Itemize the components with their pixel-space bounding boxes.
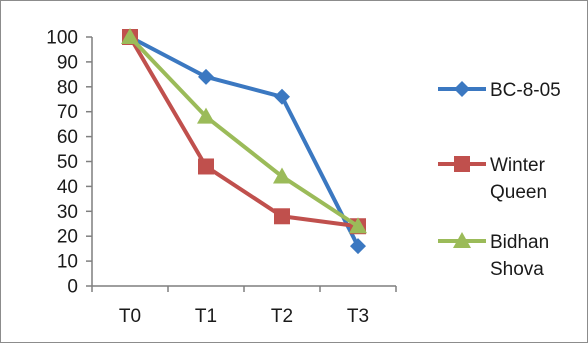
series-line-bidhan-shova bbox=[128, 35, 360, 229]
series-winter-queen bbox=[122, 29, 366, 235]
data-point-winter-queen bbox=[274, 208, 290, 225]
legend-marker bbox=[453, 232, 471, 248]
legend-label: Winter bbox=[490, 155, 546, 176]
legend-label: BC-8-05 bbox=[490, 80, 561, 101]
series-line-winter-queen bbox=[128, 35, 360, 229]
y-tick-label: 80 bbox=[57, 77, 78, 98]
legend-item-bidhan-shova: Bidhan Shova bbox=[438, 232, 549, 280]
data-point-bc-8-05 bbox=[274, 88, 290, 105]
data-point-bc-8-05 bbox=[198, 68, 214, 85]
y-tick-label: 90 bbox=[57, 52, 78, 73]
legend-label: Shova bbox=[490, 259, 544, 280]
series-layer bbox=[121, 28, 367, 255]
data-point-bidhan-shova bbox=[197, 107, 215, 124]
legend-label: Bidhan bbox=[490, 232, 549, 253]
legend-label: Queen bbox=[490, 182, 547, 203]
x-axis-ticks: T0 T1 T2 T3 bbox=[91, 286, 397, 327]
x-tick-label: T2 bbox=[271, 306, 293, 327]
x-tick-label: T1 bbox=[195, 306, 217, 327]
y-tick-label: 0 bbox=[67, 277, 78, 298]
data-point-bidhan-shova bbox=[349, 217, 367, 234]
y-tick-label: 40 bbox=[57, 177, 78, 198]
x-tick-label: T3 bbox=[347, 306, 369, 327]
y-tick-label: 30 bbox=[57, 202, 78, 223]
data-point-bidhan-shova bbox=[273, 167, 291, 184]
legend: BC-8-05 Winter Queen Bidhan Shova bbox=[438, 80, 561, 280]
y-tick-label: 20 bbox=[57, 227, 78, 248]
series-line-bc-8-05 bbox=[128, 35, 360, 249]
y-tick-label: 100 bbox=[46, 28, 78, 49]
y-tick-label: 70 bbox=[57, 102, 78, 123]
legend-item-winter-queen: Winter Queen bbox=[438, 155, 547, 203]
data-point-bidhan-shova bbox=[121, 28, 139, 44]
x-tick-label: T0 bbox=[119, 306, 141, 327]
y-tick-label: 60 bbox=[57, 127, 78, 148]
series-bc-8-05 bbox=[122, 29, 366, 255]
series-bidhan-shova bbox=[121, 28, 367, 234]
y-tick-label: 10 bbox=[57, 252, 78, 273]
legend-marker bbox=[454, 156, 470, 172]
legend-item-bc-8-05: BC-8-05 bbox=[438, 80, 561, 101]
data-point-bc-8-05 bbox=[350, 238, 366, 255]
legend-marker bbox=[454, 81, 470, 97]
data-point-winter-queen bbox=[198, 158, 214, 175]
y-axis-ticks: 0 10 20 30 40 50 60 70 80 90 100 bbox=[46, 28, 92, 298]
y-tick-label: 50 bbox=[57, 152, 78, 173]
